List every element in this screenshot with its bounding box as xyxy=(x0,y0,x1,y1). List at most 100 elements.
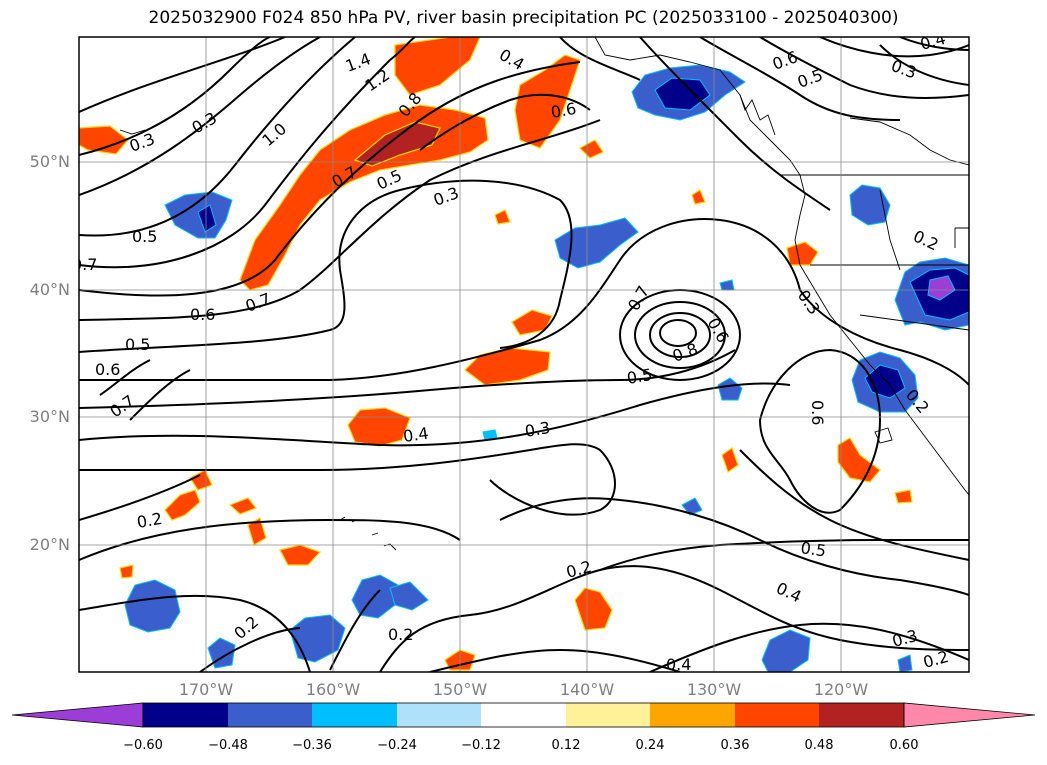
colorbar-tick: 0.24 xyxy=(635,738,665,753)
colorbar-seg-2 xyxy=(228,703,312,727)
colorbar-tick: 0.12 xyxy=(551,738,581,753)
patch-pos-4 xyxy=(394,37,481,96)
patch-pos-7 xyxy=(511,309,553,336)
negative-precip-patches xyxy=(124,64,969,672)
patch-pos-16 xyxy=(279,544,322,566)
patch-neg-22 xyxy=(719,279,735,291)
patch-pos-22 xyxy=(494,209,511,225)
map-figure: 0.3 1.4 1.2 0.8 0.4 0.6 0.5 0.6 0.3 0.4 … xyxy=(72,29,970,674)
lat-label-50n: 50°N xyxy=(29,152,70,171)
contour-label: 0.3 xyxy=(127,129,157,156)
patch-pos-9 xyxy=(786,241,819,266)
colorbar-tick: −0.24 xyxy=(377,738,417,753)
contour-label: 0.4 xyxy=(402,424,430,446)
contour-label: 0.6 xyxy=(95,360,120,379)
patch-pos-19 xyxy=(894,489,913,504)
patch-pos-21 xyxy=(119,564,134,579)
lon-label-140w: 140°W xyxy=(559,680,615,699)
colorbar-extend-low xyxy=(11,702,144,728)
patch-pos-11 xyxy=(574,587,613,631)
colorbar-tick: −0.36 xyxy=(292,738,332,753)
patch-pos-13 xyxy=(189,469,213,491)
contour-label: 0.3 xyxy=(889,56,919,83)
patch-pos-20 xyxy=(579,139,604,159)
colorbar-tick: 0.36 xyxy=(720,738,750,753)
lat-label-20n: 20°N xyxy=(29,535,70,554)
colorbar-tick: 0.60 xyxy=(889,738,919,753)
map-frame xyxy=(78,36,970,673)
contour-label: 0.7 xyxy=(624,282,653,314)
patch-pos-23 xyxy=(691,189,706,205)
lon-label-160w: 160°W xyxy=(305,680,361,699)
contour-label: 0.6 xyxy=(190,305,215,324)
contour-label: 1.4 xyxy=(343,49,373,76)
contour-label: 0.4 xyxy=(773,578,804,606)
patch-pos-6 xyxy=(464,347,551,386)
colorbar-tick: −0.60 xyxy=(123,738,163,753)
patch-neg-4 xyxy=(164,191,233,239)
contour-label: 0.5 xyxy=(125,335,150,354)
lat-label-30n: 30°N xyxy=(29,407,70,426)
contour-label: 0.5 xyxy=(132,227,157,246)
contour-label: 0.2 xyxy=(910,226,941,254)
pv-contours xyxy=(79,37,969,672)
colorbar-tick: −0.48 xyxy=(208,738,248,753)
patch-pos-18 xyxy=(721,447,739,473)
patch-pos-2 xyxy=(239,104,489,291)
contour-label: 0.3 xyxy=(890,626,920,651)
patch-neg-8 xyxy=(927,275,956,301)
patch-neg-12 xyxy=(124,579,181,633)
patch-pos-15 xyxy=(247,517,267,546)
colorbar-seg-3 xyxy=(312,703,397,727)
contour-label: 0.2 xyxy=(388,625,413,644)
patch-neg-3 xyxy=(554,217,639,269)
colorbar-seg-4 xyxy=(397,703,481,727)
contour-label: 0.6 xyxy=(770,47,800,74)
patch-pos-14 xyxy=(228,497,257,515)
contour-label: 0.6 xyxy=(808,400,827,425)
colorbar-seg-5 xyxy=(481,703,566,727)
patch-neg-13 xyxy=(289,614,346,663)
patch-neg-16 xyxy=(761,629,811,672)
patch-neg-18 xyxy=(717,377,743,401)
contour-label: 0.5 xyxy=(799,538,827,560)
positive-precip-patches xyxy=(79,37,913,671)
lat-label-40n: 40°N xyxy=(29,280,70,299)
contour-label: 0.3 xyxy=(523,418,551,441)
patch-neg-2 xyxy=(654,77,711,111)
map-title: 2025032900 F024 850 hPa PV, river basin … xyxy=(148,8,899,28)
contour-label: 1.0 xyxy=(258,119,290,150)
lon-label-170w: 170°W xyxy=(178,680,234,699)
patch-pos-10 xyxy=(837,437,881,483)
contour-label: 0.4 xyxy=(666,655,691,674)
lon-label-150w: 150°W xyxy=(432,680,488,699)
patch-pos-5 xyxy=(514,54,581,149)
contour-label: 0.3 xyxy=(794,286,824,318)
patch-pos-8 xyxy=(347,407,411,447)
contour-label: 0.8 xyxy=(670,339,700,366)
contour-label: 0.4 xyxy=(918,29,948,54)
colorbar-tick: −0.12 xyxy=(461,738,501,753)
contour-label: 0.7 xyxy=(72,255,97,274)
colorbar-extend-high xyxy=(903,702,1036,728)
graticule xyxy=(79,37,969,672)
contour-label: 0.2 xyxy=(564,557,594,582)
patch-pos-12 xyxy=(164,489,201,521)
colorbar-seg-7 xyxy=(650,703,735,727)
colorbar-seg-9 xyxy=(819,703,904,727)
colorbar-segments xyxy=(11,702,1036,728)
colorbar xyxy=(11,702,1036,728)
colorbar-seg-8 xyxy=(735,703,819,727)
contour-label: 0.7 xyxy=(243,289,273,316)
patch-neg-17 xyxy=(207,637,236,669)
colorbar-seg-6 xyxy=(566,703,650,727)
lon-label-130w: 130°W xyxy=(686,680,742,699)
colorbar-seg-1 xyxy=(143,703,228,727)
patch-pos-1 xyxy=(79,125,129,155)
contour-label: 0.5 xyxy=(625,365,653,388)
contour-label: 0.2 xyxy=(921,647,951,672)
patch-neg-21 xyxy=(897,654,913,672)
patch-neg-15 xyxy=(389,581,429,611)
contour-label: 0.2 xyxy=(135,509,163,532)
colorbar-tick: 0.48 xyxy=(804,738,834,753)
